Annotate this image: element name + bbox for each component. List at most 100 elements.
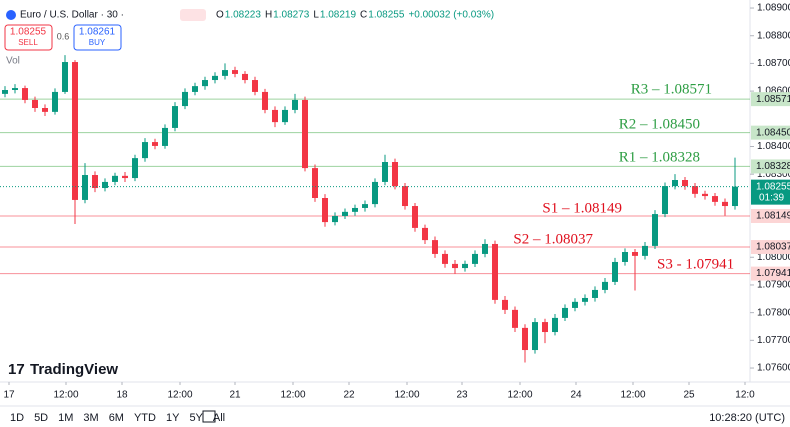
- ohlc-value: 1.08273: [273, 10, 310, 21]
- candle-body: [282, 109, 288, 123]
- candle-body: [132, 158, 138, 179]
- level-price-label: 1.07941: [756, 268, 790, 279]
- candle-body: [592, 289, 598, 298]
- range-button[interactable]: 6M: [109, 412, 124, 424]
- candle-body: [192, 86, 198, 92]
- range-button[interactable]: 1D: [10, 412, 24, 424]
- level-price-label: 1.08328: [756, 161, 790, 172]
- calendar-icon[interactable]: [202, 410, 216, 423]
- candle-body: [72, 62, 78, 200]
- sell-price: 1.08255: [10, 27, 47, 38]
- candle-body: [652, 214, 658, 246]
- clock: 10:28:20 (UTC): [709, 412, 785, 424]
- range-button[interactable]: YTD: [134, 412, 156, 424]
- candle-body: [492, 243, 498, 300]
- ohlc-value: 1.08223: [225, 10, 262, 21]
- candle-body: [542, 322, 548, 333]
- volume-label: Vol: [6, 56, 20, 67]
- candle-body: [182, 91, 188, 107]
- brand-logo: 17: [8, 361, 25, 378]
- candle-body: [442, 253, 448, 264]
- last-price-label: 1.08255: [756, 181, 790, 192]
- candle-body: [102, 181, 108, 189]
- x-tick-label: 21: [229, 390, 241, 401]
- level-price-label: 1.08571: [756, 94, 790, 105]
- y-tick-label: 1.08700: [757, 58, 790, 69]
- candle-body: [2, 90, 8, 94]
- candle-body: [362, 204, 368, 208]
- candle-body: [202, 80, 208, 87]
- range-button[interactable]: 5D: [34, 412, 48, 424]
- candle-body: [42, 108, 48, 112]
- x-tick-label: 25: [683, 390, 695, 401]
- candle-body: [522, 327, 528, 351]
- level-price-label: 1.08149: [756, 211, 790, 222]
- level-annotation: S1 – 1.08149: [542, 200, 622, 216]
- candle-body: [122, 175, 128, 179]
- candle-body: [582, 297, 588, 302]
- x-tick-label: 22: [343, 390, 355, 401]
- y-tick-label: 1.08600: [757, 86, 790, 97]
- sell-button[interactable]: [4, 24, 53, 51]
- candle-body: [472, 253, 478, 264]
- x-tick-label: 12:00: [394, 390, 419, 401]
- x-tick-label: 24: [570, 390, 582, 401]
- range-button[interactable]: 1Y: [166, 412, 180, 424]
- symbol-icon: [6, 10, 16, 20]
- candle-body: [722, 201, 728, 207]
- candle-body: [142, 142, 148, 159]
- candle-body: [262, 91, 268, 110]
- candle-body: [732, 186, 738, 207]
- ohlc-key: H: [265, 10, 272, 21]
- candle-body: [212, 75, 218, 81]
- candle-body: [642, 245, 648, 256]
- candle-body: [552, 317, 558, 333]
- candle-body: [692, 186, 698, 194]
- ohlc-key: C: [360, 10, 367, 21]
- candle-body: [152, 142, 158, 146]
- y-tick-label: 1.07900: [757, 280, 790, 291]
- level-annotation: S2 – 1.08037: [513, 231, 593, 247]
- x-tick-label: 18: [116, 390, 128, 401]
- x-tick-label: 12:00: [507, 390, 532, 401]
- candle-body: [312, 168, 318, 198]
- candle-body: [12, 88, 18, 90]
- x-tick-label: 12:00: [167, 390, 192, 401]
- sell-label: SELL: [18, 38, 38, 47]
- candle-body: [52, 91, 58, 112]
- buy-button[interactable]: [73, 24, 122, 51]
- y-tick-label: 1.07700: [757, 335, 790, 346]
- x-tick-label: 17: [3, 390, 15, 401]
- candle-body: [272, 109, 278, 123]
- y-tick-label: 1.07600: [757, 363, 790, 374]
- candle-body: [622, 252, 628, 262]
- level-annotation: S3 - 1.07941: [657, 256, 734, 272]
- level-price-box: [751, 240, 790, 255]
- range-button[interactable]: 3M: [83, 412, 98, 424]
- x-tick-label: 12:00: [280, 390, 305, 401]
- candle-body: [332, 216, 338, 223]
- x-tick-label: 23: [456, 390, 468, 401]
- y-tick-label: 1.08400: [757, 141, 790, 152]
- candle-body: [482, 243, 488, 254]
- level-price-label: 1.08037: [756, 242, 790, 253]
- level-price-label: 1.08450: [756, 127, 790, 138]
- range-button[interactable]: 5Y: [189, 412, 203, 424]
- x-tick-label: 12:00: [53, 390, 78, 401]
- candle-body: [682, 180, 688, 187]
- candle-body: [112, 175, 118, 182]
- countdown: 01:39: [759, 192, 784, 203]
- candle-body: [672, 180, 678, 187]
- candle-body: [62, 62, 68, 92]
- level-annotation: R2 – 1.08450: [619, 116, 700, 132]
- candle-body: [412, 206, 418, 228]
- candle-body: [462, 263, 468, 269]
- range-button[interactable]: 1M: [58, 412, 73, 424]
- level-price-box: [751, 92, 790, 107]
- candle-body: [32, 99, 38, 108]
- x-tick-label: 12:00: [620, 390, 645, 401]
- range-button[interactable]: All: [213, 412, 225, 424]
- level-annotation: R3 – 1.08571: [631, 81, 712, 97]
